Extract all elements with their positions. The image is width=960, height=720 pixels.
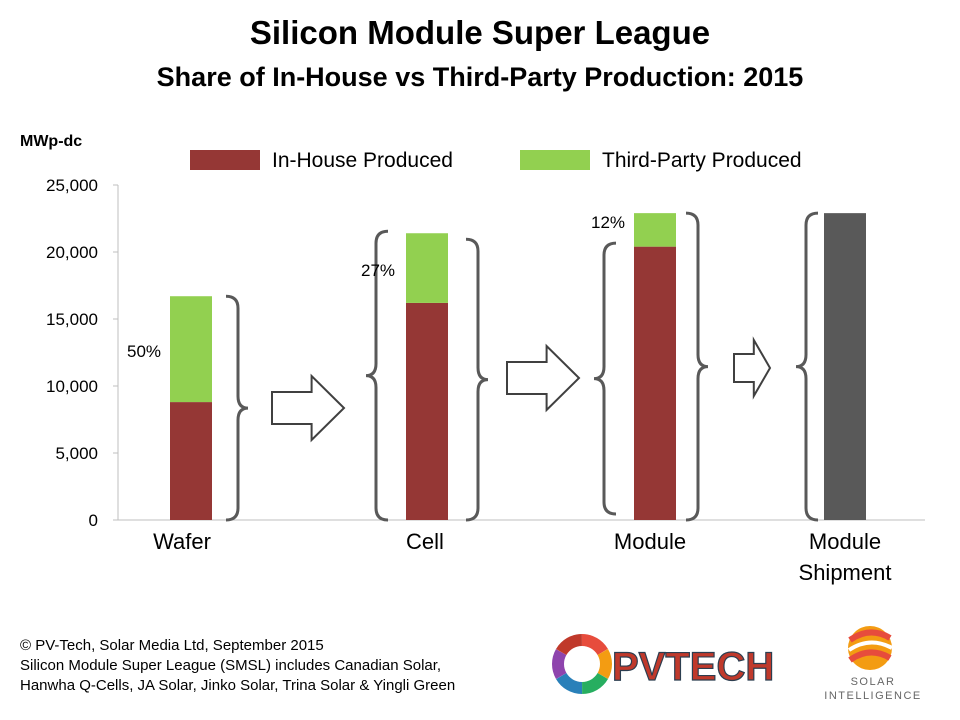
category-label: Module bbox=[809, 529, 881, 554]
bar-segment bbox=[406, 233, 448, 303]
y-tick-label: 0 bbox=[89, 511, 98, 530]
share-label: 12% bbox=[591, 213, 625, 232]
bar-segment bbox=[634, 213, 676, 247]
footer-note-line1: Silicon Module Super League (SMSL) inclu… bbox=[20, 657, 442, 674]
bracket-right-wafer bbox=[225, 294, 249, 522]
bracket-left-module bbox=[593, 241, 617, 516]
category-label: Wafer bbox=[153, 529, 211, 554]
chart-title: Silicon Module Super League bbox=[249, 14, 711, 51]
process-arrow-icon bbox=[733, 336, 772, 400]
process-arrow-icon bbox=[506, 343, 581, 413]
footer-note-line2: Hanwha Q-Cells, JA Solar, Jinko Solar, T… bbox=[20, 677, 456, 694]
bar-segment bbox=[170, 296, 212, 403]
process-arrow-icon bbox=[271, 373, 346, 443]
category-label: Module bbox=[614, 529, 686, 554]
bracket-right-module bbox=[685, 211, 709, 522]
bar-segment bbox=[824, 213, 866, 520]
y-tick-label: 10,000 bbox=[46, 377, 98, 396]
pvtech-logo-text: PVTECH bbox=[612, 645, 774, 689]
legend-label: In-House Produced bbox=[272, 149, 453, 172]
solar-intelligence-sun-icon bbox=[847, 626, 893, 670]
bracket-right-cell bbox=[465, 237, 489, 522]
y-tick-label: 15,000 bbox=[46, 310, 98, 329]
bar-segment bbox=[170, 402, 212, 520]
bracket-left-cell bbox=[365, 229, 389, 522]
pvtech-logo: PVTECH bbox=[552, 634, 775, 694]
share-label: 27% bbox=[361, 261, 395, 280]
legend-swatch bbox=[190, 150, 260, 170]
bar-segment bbox=[406, 302, 448, 520]
solar-intelligence-text-2: INTELLIGENCE bbox=[824, 690, 922, 702]
y-tick-label: 25,000 bbox=[46, 176, 98, 195]
chart-subtitle: Share of In-House vs Third-Party Product… bbox=[156, 62, 804, 92]
category-label: Cell bbox=[406, 529, 444, 554]
y-axis-label: MWp-dc bbox=[20, 133, 82, 150]
solar-intelligence-text-1: SOLAR bbox=[850, 676, 896, 688]
bracket-left-shipment bbox=[795, 211, 819, 522]
footer-copyright: © PV-Tech, Solar Media Ltd, September 20… bbox=[20, 637, 324, 654]
stacked-bar-chart: 0 5,000 10,000 15,000 20,000 25,000 MWp-dc In-H… bbox=[20, 133, 925, 585]
bar-segment bbox=[634, 246, 676, 520]
y-tick-label: 5,000 bbox=[55, 444, 98, 463]
y-tick-label: 20,000 bbox=[46, 243, 98, 262]
legend-swatch bbox=[520, 150, 590, 170]
legend-label: Third-Party Produced bbox=[602, 149, 802, 172]
pvtech-ring-icon bbox=[552, 634, 612, 694]
share-label: 50% bbox=[127, 342, 161, 361]
category-label: Shipment bbox=[799, 560, 892, 585]
